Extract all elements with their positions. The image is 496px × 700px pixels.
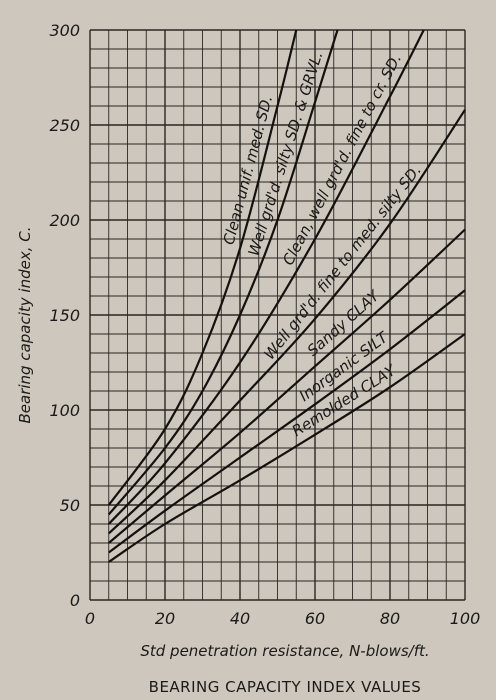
series-line — [107, 29, 339, 516]
y-tick-label: 250 — [49, 116, 80, 135]
tick-labels: 0 20 40 60 80 100 0 50 100 150 200 250 300 — [49, 21, 480, 628]
x-tick-label: 100 — [450, 609, 481, 628]
series-line — [107, 29, 298, 506]
series-line — [107, 29, 425, 525]
x-tick-label: 60 — [305, 609, 325, 628]
series-line — [108, 333, 466, 563]
x-tick-label: 80 — [380, 609, 400, 628]
y-tick-label: 100 — [49, 401, 80, 420]
series-line — [108, 289, 466, 554]
x-tick-label: 40 — [230, 609, 250, 628]
x-tick-label: 20 — [155, 609, 175, 628]
chart-title: BEARING CAPACITY INDEX VALUES — [149, 678, 422, 696]
series-line — [107, 109, 466, 535]
series-lines — [107, 29, 466, 563]
y-tick-label: 150 — [49, 306, 80, 325]
x-tick-label: 0 — [85, 609, 95, 628]
y-tick-label: 0 — [70, 591, 80, 610]
y-tick-label: 300 — [49, 21, 80, 40]
y-axis-label: Bearing capacity index, C. — [16, 226, 34, 423]
y-tick-label: 200 — [49, 211, 80, 230]
y-tick-label: 50 — [60, 496, 80, 515]
grid — [89, 29, 466, 601]
x-axis-label: Std penetration resistance, N-blows/ft. — [140, 642, 429, 660]
series-line — [108, 228, 466, 544]
